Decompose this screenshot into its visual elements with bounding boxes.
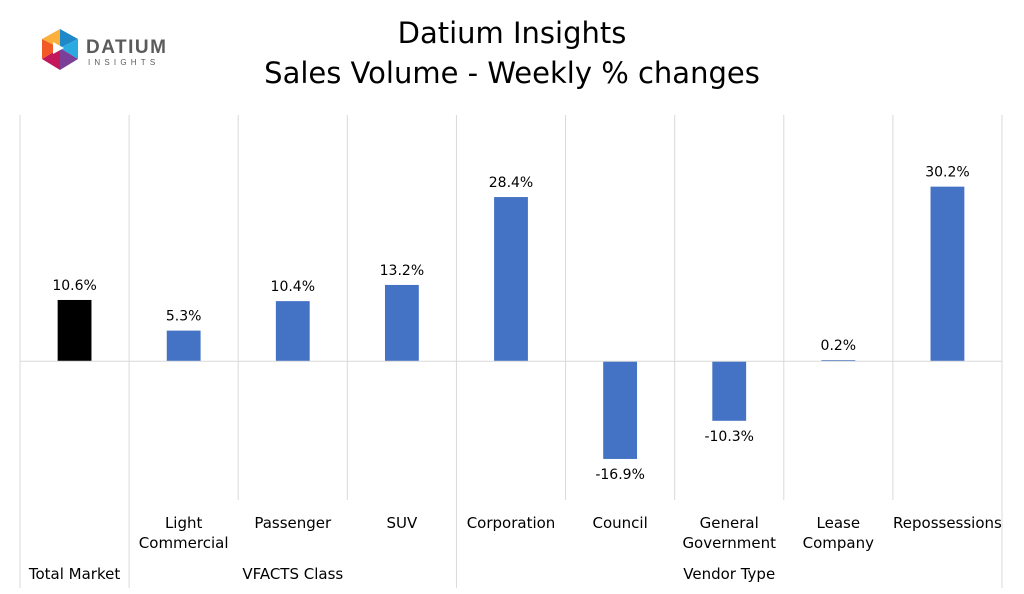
bar-1 [166,330,201,362]
data-labels: 10.6% 5.3% 10.4% 13.2% 28.4% -16.9% -10.3% 0.2%… [52,165,969,483]
group-label-2: Vendor Type [683,565,775,583]
bar-4 [494,197,528,362]
logo-tagline: INSIGHTS [88,58,159,67]
bar-8 [930,186,965,362]
bar-2 [275,301,310,362]
category-dividers [19,115,1003,588]
category-label-2-line-0: Passenger [254,514,332,532]
category-label-6-line-1: Government [682,534,776,552]
category-label-0: Total Market [28,565,120,583]
data-label-5: -16.9% [595,467,645,483]
category-label-5-line-0: Council [592,514,647,532]
chart-title: Datium Insights [397,16,627,50]
logo-brand: DATIUM [86,37,167,58]
datium-logo: DATIUM INSIGHTS [42,29,167,70]
category-labels: Total Market Light Commercial Passenger SUV C… [28,514,1002,583]
category-label-7-line-0: Lease [817,514,861,532]
datium-logo-icon [42,29,78,70]
category-label-1-line-1: Commercial [139,534,229,552]
category-label-7-line-1: Company [803,534,874,552]
bar-7 [821,360,856,362]
data-label-4: 28.4% [489,175,533,191]
group-labels: VFACTS Class Vendor Type [242,565,775,583]
bar-0 [57,299,92,362]
data-label-1: 5.3% [166,309,202,325]
bar-5 [603,361,638,459]
bar-6 [712,361,747,421]
data-label-2: 10.4% [271,279,315,295]
bar-3 [384,284,419,362]
category-label-6-line-0: General [700,514,759,532]
chart-subtitle: Sales Volume - Weekly % changes [264,56,760,90]
category-label-3-line-0: SUV [387,514,419,532]
data-label-8: 30.2% [925,165,969,181]
data-label-7: 0.2% [821,338,857,354]
category-label-1-line-0: Light [165,514,203,532]
data-label-6: -10.3% [704,429,754,445]
bars [57,186,965,459]
category-label-8-line-0: Repossessions [893,514,1002,532]
data-label-3: 13.2% [380,263,424,279]
category-label-4-line-0: Corporation [467,514,556,532]
group-label-1: VFACTS Class [242,565,343,583]
data-label-0: 10.6% [52,278,96,294]
